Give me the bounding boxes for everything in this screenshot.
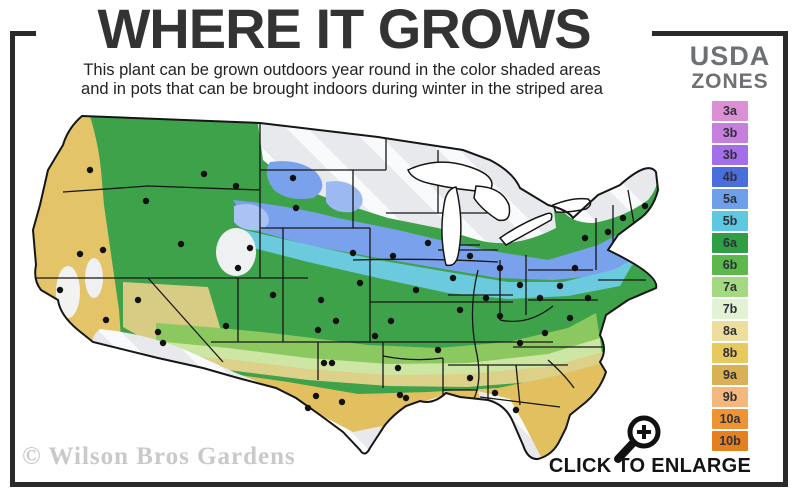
zone-swatch-3b: 3b [712, 145, 748, 165]
zone-swatch-6a: 6a [712, 233, 748, 253]
zone-swatch-10b: 10b [712, 431, 748, 451]
zone-swatch-3a: 3a [712, 101, 748, 121]
title-band: WHERE IT GROWS [36, 0, 652, 60]
zone-swatch-7b: 7b [712, 299, 748, 319]
zone-swatch-5a: 5a [712, 189, 748, 209]
click-to-enlarge-button[interactable]: CLICK TO ENLARGE [548, 455, 752, 477]
lake-michigan [441, 186, 462, 267]
usda-zones-legend: USDA ZONES 3a 3b 3b 4b 5a 5b 6a 6b 7a 7b 8a 8b 9a 9b 1… [678, 42, 782, 451]
zone-swatch-6b: 6b [712, 255, 748, 275]
page-title: WHERE IT GROWS [97, 0, 591, 60]
legend-title-usda: USDA [689, 41, 771, 71]
zone-swatch-8a: 8a [712, 321, 748, 341]
subtitle-line-2: and in pots that can be brought indoors … [81, 80, 603, 98]
subtitle-line-1: This plant can be grown outdoors year ro… [83, 61, 601, 79]
zone-swatch-3b: 3b [712, 123, 748, 143]
city-dots [56, 166, 649, 414]
us-outline [31, 114, 660, 461]
zone-swatch-5b: 5b [712, 211, 748, 231]
legend-title-zones: ZONES [691, 70, 769, 93]
great-lakes [407, 161, 592, 267]
zone-swatch-9b: 9b [712, 387, 748, 407]
zone-swatch-9a: 9a [712, 365, 748, 385]
zone-swatch-4b: 4b [712, 167, 748, 187]
zone-swatch-7a: 7a [712, 277, 748, 297]
lake-erie [498, 212, 553, 246]
zone-swatch-10a: 10a [712, 409, 748, 429]
zone-swatch-8b: 8b [712, 343, 748, 363]
lake-huron [473, 185, 511, 222]
usda-zone-map[interactable] [8, 110, 668, 472]
legend-zones: 3a 3b 3b 4b 5a 5b 6a 6b 7a 7b 8a 8b 9a 9b 10a 10b [678, 101, 782, 451]
magnifier-plus-icon[interactable] [608, 408, 664, 464]
subtitle: This plant can be grown outdoors year ro… [30, 61, 654, 99]
watermark: © Wilson Bros Gardens [22, 443, 296, 470]
